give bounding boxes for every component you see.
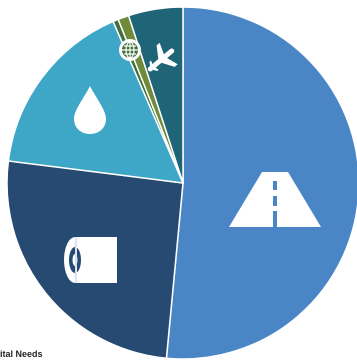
- airplane-icon: [147, 42, 178, 72]
- toilet-paper-icon: [64, 237, 117, 283]
- globe-icon: [119, 39, 141, 61]
- road-icon: [229, 172, 321, 227]
- pie-slices: [6, 6, 357, 360]
- water-drop-icon: [74, 86, 106, 134]
- slice-icons: [64, 39, 321, 283]
- footer-cutoff-text: ital Needs: [0, 349, 43, 359]
